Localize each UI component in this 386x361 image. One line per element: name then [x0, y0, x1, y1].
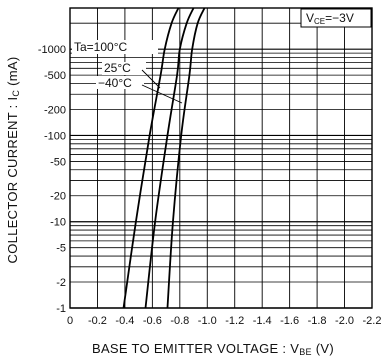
series-label-25c: 25°C — [104, 61, 131, 75]
y-tick-label: -20 — [50, 191, 66, 203]
series-label-minus40c: −40°C — [98, 76, 132, 90]
series-curve-100c — [122, 7, 180, 309]
x-tick-label: -1.8 — [308, 315, 327, 327]
series-label-100c: Ta=100°C — [74, 40, 128, 54]
condition-box — [300, 8, 372, 28]
x-axis-title-unit: (V) — [312, 341, 334, 356]
series-curve-25c — [144, 7, 195, 309]
series-curve-minus40c — [166, 7, 206, 309]
x-tick-label: -2.2 — [363, 315, 382, 327]
y-tick-label: -50 — [50, 156, 66, 168]
y-tick-label: -2 — [56, 277, 66, 289]
series-curves — [122, 7, 206, 309]
y-axis-title-unit: (mA) — [5, 57, 20, 90]
x-axis-title: BASE TO EMITTER VOLTAGE : VBE (V) — [92, 341, 334, 357]
x-tick-label: 0 — [67, 315, 73, 327]
condition-label: VCE=−3V — [306, 11, 354, 26]
y-tick-label: -1000 — [38, 44, 66, 56]
x-tick-label: -1.2 — [225, 315, 244, 327]
y-axis-title-subscript: C — [11, 90, 21, 97]
plot-frame — [69, 7, 373, 309]
y-axis-title: COLLECTOR CURRENT : IC (mA) — [5, 57, 21, 264]
x-axis-title-main: BASE TO EMITTER VOLTAGE : V — [92, 341, 299, 356]
condition-value: =−3V — [325, 11, 354, 25]
y-tick-label: -200 — [44, 104, 66, 116]
y-tick-label: -5 — [56, 243, 66, 255]
y-tick-label: -100 — [44, 130, 66, 142]
x-tick-label: -0.6 — [143, 315, 162, 327]
x-tick-label: -1.4 — [253, 315, 272, 327]
x-tick-label: -1.6 — [280, 315, 299, 327]
x-axis-title-subscript: BE — [299, 347, 312, 357]
condition-subscript: CE — [314, 17, 325, 26]
series-label-bg-100c — [72, 40, 158, 54]
tick-labels: 0 -0.2 -0.4 -0.6 -0.8 -1.0 -1.2 -1.4 -1.6 -1.8 -2.… — [38, 44, 382, 327]
y-tick-label: -500 — [44, 70, 66, 82]
series-label-bg-minus40c — [96, 76, 144, 89]
y-tick-label: -10 — [50, 217, 66, 229]
x-tick-label: -1.0 — [198, 315, 217, 327]
series-label-bg-25c — [102, 62, 146, 75]
leader-line-minus40c — [141, 84, 183, 104]
x-tick-label: -0.4 — [115, 315, 134, 327]
x-tick-label: -2.0 — [335, 315, 354, 327]
leader-line-25c — [141, 69, 161, 89]
x-tick-label: -0.8 — [170, 315, 189, 327]
y-axis-title-main: COLLECTOR CURRENT : I — [5, 97, 20, 264]
y-tick-label: -1 — [56, 303, 66, 315]
condition-prefix: V — [306, 11, 314, 25]
x-tick-label: -0.2 — [88, 315, 107, 327]
